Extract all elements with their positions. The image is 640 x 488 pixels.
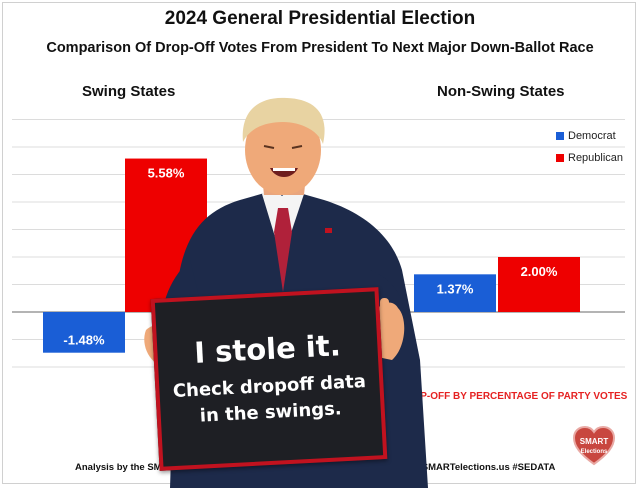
data-label-democrat-swing: -1.48% xyxy=(63,333,105,348)
chart-subtitle: Comparison Of Drop-Off Votes From Presid… xyxy=(46,40,594,56)
data-label-republican-nonswing: 2.00% xyxy=(521,264,558,279)
legend-item-republican: Republican xyxy=(556,152,623,164)
flag-pin xyxy=(325,228,332,233)
category-label-nonswing: Non-Swing States xyxy=(437,83,565,100)
logo-text-elections: Elections xyxy=(581,449,608,455)
sign-line-1: I stole it. xyxy=(193,328,342,370)
data-label-democrat-nonswing: 1.37% xyxy=(437,281,474,296)
logo-text-smart: SMART xyxy=(580,437,609,446)
legend-swatch-democrat xyxy=(556,132,564,140)
bar-republican-nonswing xyxy=(498,257,580,312)
bar-democrat-swing xyxy=(43,312,125,353)
chart-title: 2024 General Presidential Election xyxy=(164,8,476,29)
legend-label-republican: Republican xyxy=(568,152,624,164)
footer-credit: Analysis by the SM xyxy=(75,462,162,473)
bar-labels: -1.48% 1.37% 5.58% 2.00% xyxy=(63,166,557,348)
smartelections-logo: SMART Elections xyxy=(572,425,616,466)
legend-label-democrat: Democrat xyxy=(568,130,616,142)
data-label-republican-swing: 5.58% xyxy=(148,166,185,181)
annotation-note: DROP-OFF BY PERCENTAGE OF PARTY VOTES xyxy=(398,391,628,402)
protest-sign: I stole it. Check dropoff data in the sw… xyxy=(150,287,388,471)
legend-item-democrat: Democrat xyxy=(556,130,616,142)
legend-swatch-republican xyxy=(556,154,564,162)
category-label-swing: Swing States xyxy=(82,83,176,100)
footer-source: 2024 SMARTelections.us #SEDATA xyxy=(398,462,556,473)
bar-democrat-nonswing xyxy=(414,274,496,312)
